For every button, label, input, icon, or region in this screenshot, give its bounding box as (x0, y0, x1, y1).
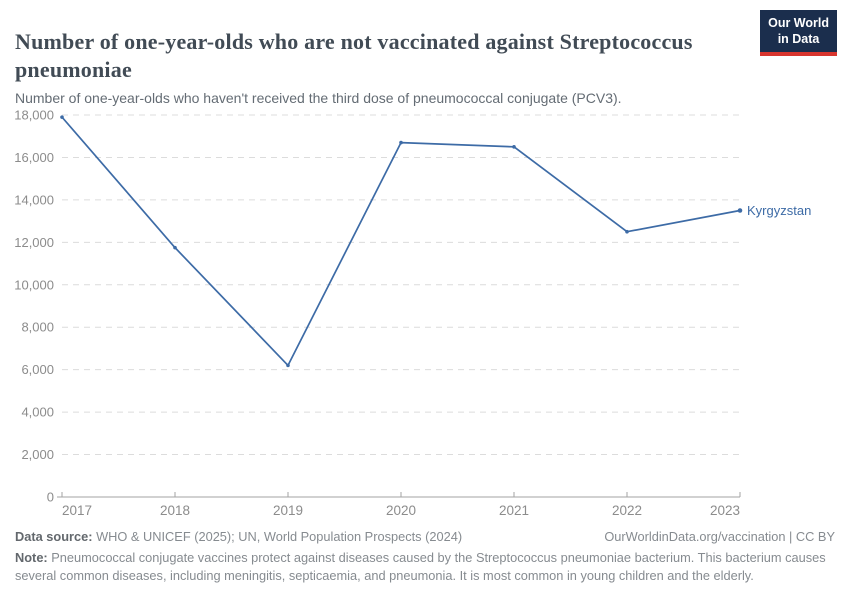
page-title: Number of one-year-olds who are not vacc… (15, 28, 693, 82)
y-tick-label: 6,000 (21, 362, 54, 377)
x-tick-label: 2021 (499, 503, 529, 518)
owid-logo-line2: in Data (777, 32, 820, 47)
owid-logo[interactable]: Our World in Data (760, 10, 837, 56)
data-source-text: Data source: WHO & UNICEF (2025); UN, Wo… (15, 529, 462, 544)
y-tick-label: 8,000 (21, 320, 54, 335)
owid-logo-line1: Our World (768, 16, 829, 30)
series-label[interactable]: Kyrgyzstan (747, 202, 812, 218)
x-tick-label: 2023 (710, 503, 740, 518)
data-point[interactable] (625, 229, 629, 234)
data-point[interactable] (173, 245, 177, 250)
chart-note: Note: Pneumococcal conjugate vaccines pr… (15, 549, 835, 585)
chart-subtitle: Number of one-year-olds who haven't rece… (15, 90, 622, 106)
data-point[interactable] (512, 145, 516, 149)
chart-footer: Data source: WHO & UNICEF (2025); UN, Wo… (15, 529, 835, 585)
y-tick-label: 0 (47, 490, 54, 505)
data-source-label: Data source: (15, 529, 93, 544)
y-tick-label: 14,000 (14, 192, 54, 207)
data-point[interactable] (737, 208, 743, 213)
data-point[interactable] (399, 140, 403, 145)
x-tick-label: 2022 (612, 503, 642, 518)
kyrgyzstan-line[interactable] (61, 116, 741, 367)
y-tick-label: 4,000 (21, 405, 54, 420)
x-tick-label: 2018 (160, 503, 190, 518)
y-tick-label: 12,000 (14, 235, 54, 250)
y-tick-label: 18,000 (14, 108, 54, 123)
x-tick-label: 2020 (386, 503, 416, 518)
y-tick-label: 16,000 (14, 150, 54, 165)
x-tick-label: 2017 (62, 503, 92, 518)
data-point[interactable] (60, 115, 64, 119)
x-tick-label: 2019 (273, 503, 303, 518)
note-label: Note: (15, 550, 48, 565)
owid-license-link[interactable]: OurWorldinData.org/vaccination | CC BY (604, 529, 835, 544)
y-tick-label: 10,000 (14, 277, 54, 292)
data-point[interactable] (286, 363, 290, 368)
data-source-value: WHO & UNICEF (2025); UN, World Populatio… (92, 529, 463, 544)
y-tick-label: 2,000 (21, 447, 54, 462)
note-value: Pneumococcal conjugate vaccines protect … (15, 550, 826, 584)
